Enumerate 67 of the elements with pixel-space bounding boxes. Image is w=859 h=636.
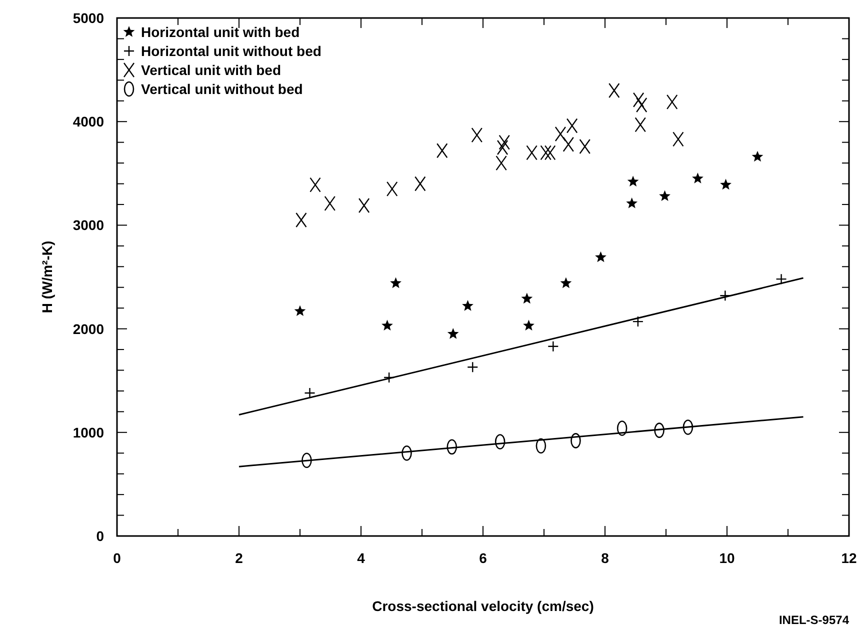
x-tick-label: 12: [841, 550, 857, 566]
x-tick-label: 2: [235, 550, 244, 566]
point: [296, 212, 307, 228]
legend-label: Vertical unit with bed: [141, 62, 282, 78]
point: [672, 132, 684, 147]
x-tick-label: 0: [113, 550, 122, 566]
point: [566, 118, 578, 134]
point: [548, 340, 559, 352]
point: [659, 190, 670, 202]
y-tick-label: 1000: [72, 424, 104, 440]
y-tick-label: 0: [96, 528, 104, 544]
point: [616, 420, 628, 436]
point: [544, 145, 556, 160]
point: [666, 94, 678, 110]
x-axis-title: Cross-sectional velocity (cm/sec): [372, 598, 594, 614]
point: [720, 290, 731, 302]
point: [496, 155, 507, 171]
point: [692, 172, 704, 184]
text: INEL-S-9574: [778, 613, 850, 627]
point: [462, 300, 474, 311]
point: [540, 145, 552, 160]
point: [390, 277, 402, 288]
point: [636, 97, 648, 113]
point: [494, 434, 506, 450]
x-tick-label: 6: [479, 550, 488, 566]
point: [414, 176, 426, 192]
point: [498, 134, 510, 150]
point: [447, 328, 459, 339]
point: [523, 320, 534, 331]
point: [626, 197, 638, 208]
point: [310, 177, 321, 192]
point: [554, 126, 566, 142]
point: [608, 82, 620, 98]
y-tick-label: 3000: [72, 217, 104, 234]
point: [358, 198, 370, 214]
y-axis-title: H (W/m²-K): [39, 240, 55, 314]
point: [562, 136, 574, 152]
x-tick-label: 4: [357, 550, 366, 566]
point: [720, 178, 732, 190]
point: [682, 420, 694, 435]
point: [752, 150, 764, 162]
y-tick-label: 4000: [72, 114, 104, 130]
point: [496, 140, 508, 156]
x-tick-label: 8: [601, 550, 610, 566]
point: [521, 292, 533, 304]
point: [560, 277, 572, 288]
legend-label: Horizontal unit with bed: [141, 24, 300, 40]
point: [467, 362, 478, 373]
x-tick-label: 10: [719, 550, 735, 566]
point: [324, 196, 336, 212]
point: [471, 127, 482, 143]
y-tick-label: 5000: [72, 10, 104, 26]
point: [627, 176, 639, 187]
legend-label: Horizontal unit without bed: [141, 43, 322, 59]
point: [632, 92, 644, 108]
y-tick-label: 2000: [72, 320, 104, 337]
point: [776, 273, 787, 285]
point: [632, 316, 644, 328]
point: [382, 320, 393, 331]
point: [386, 181, 398, 197]
point: [634, 117, 646, 132]
point: [579, 138, 590, 154]
legend-label: Vertical unit without bed: [141, 81, 303, 97]
point: [294, 305, 306, 316]
point: [436, 143, 448, 158]
point: [526, 145, 538, 160]
point: [595, 251, 606, 262]
